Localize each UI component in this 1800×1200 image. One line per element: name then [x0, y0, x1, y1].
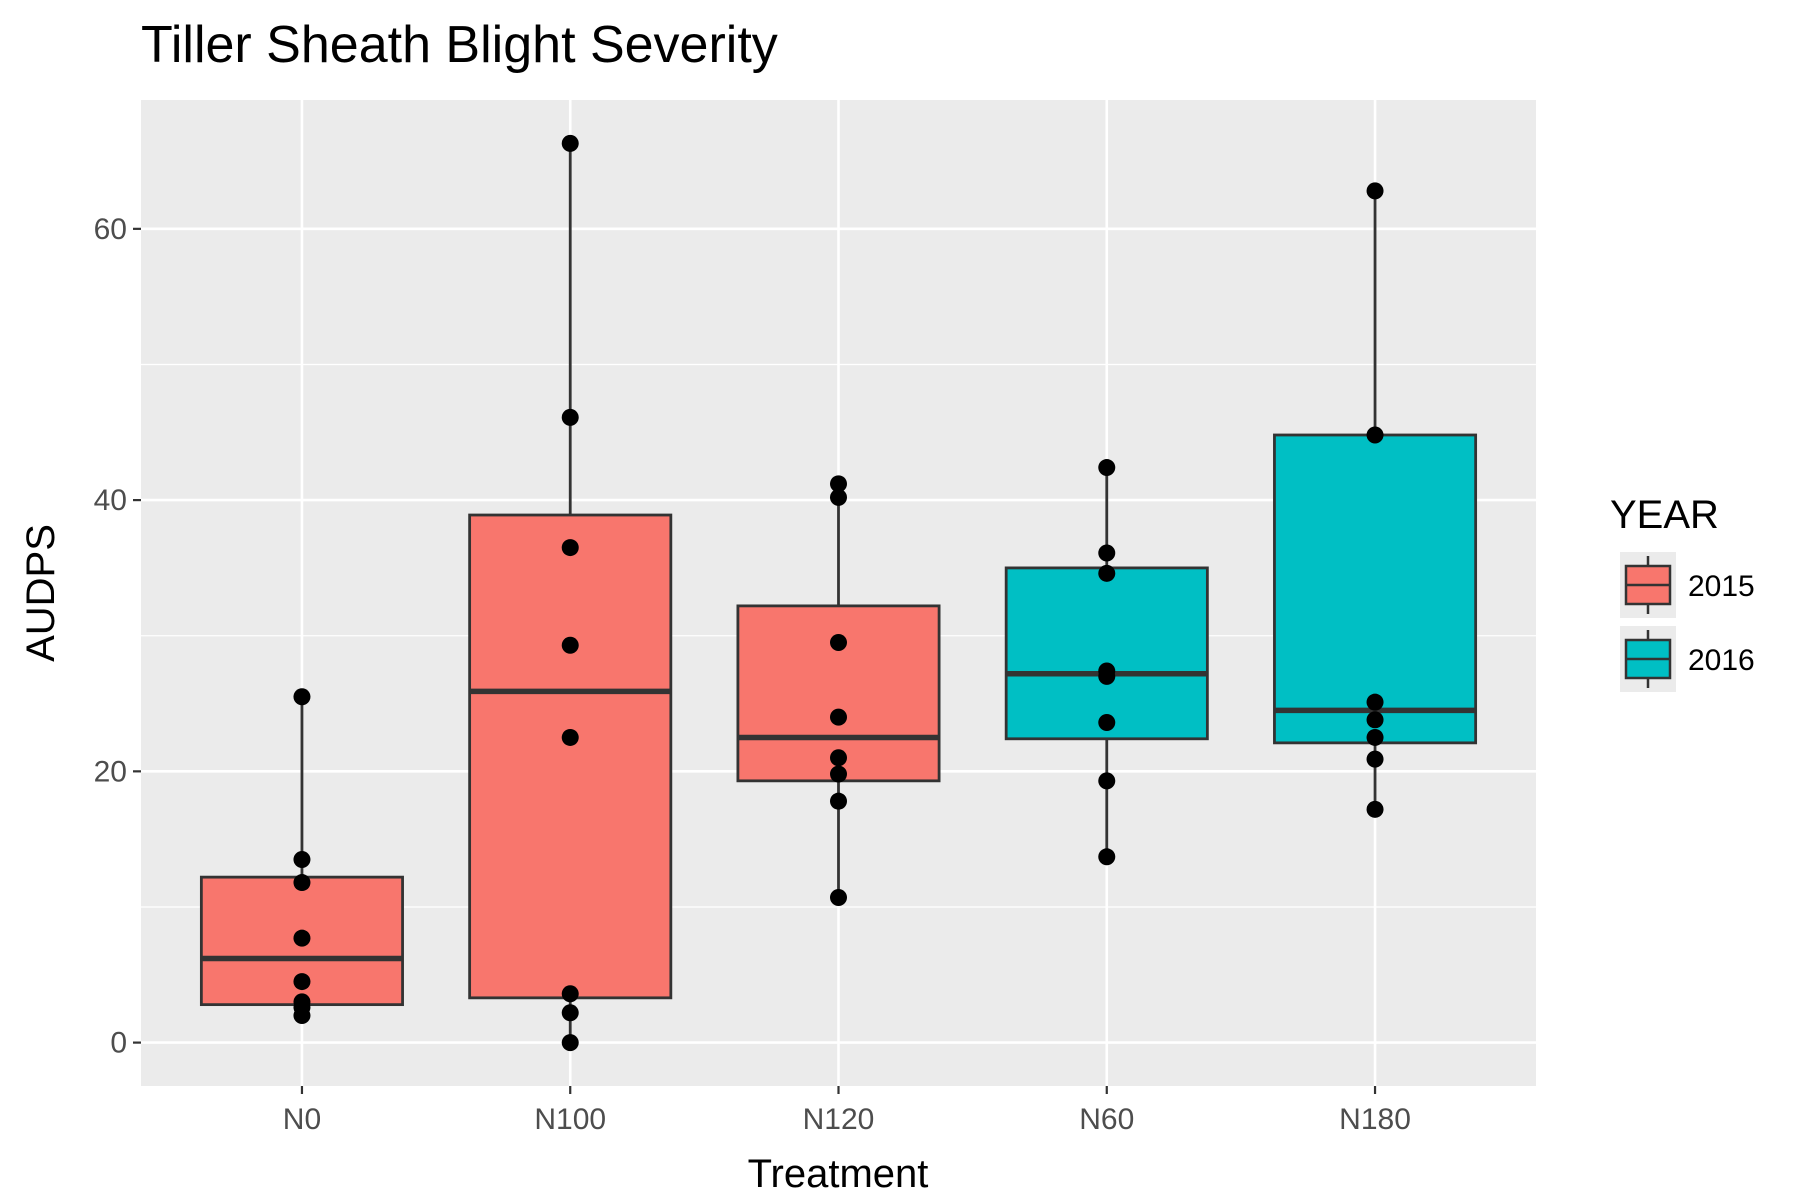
data-point: [1366, 750, 1384, 768]
x-tick-label: N120: [803, 1103, 875, 1136]
data-point: [830, 475, 847, 493]
data-point: [561, 728, 579, 746]
data-point: [830, 488, 847, 506]
data-point: [830, 765, 847, 783]
data-point: [561, 1004, 579, 1022]
y-tick-label: 0: [110, 1027, 127, 1060]
x-axis-title: Treatment: [748, 1152, 929, 1196]
y-tick-label: 20: [94, 755, 127, 788]
data-point: [561, 636, 579, 654]
data-point: [293, 1006, 311, 1024]
data-point: [1098, 772, 1116, 790]
data-point: [830, 708, 847, 726]
x-axis: N0 N100 N120 N60 N180: [283, 1086, 1411, 1136]
data-point: [1098, 544, 1116, 562]
data-point: [1098, 714, 1116, 732]
data-point: [561, 134, 579, 152]
data-point: [561, 985, 579, 1003]
y-tick-label: 60: [94, 213, 127, 246]
data-point: [1366, 182, 1384, 200]
data-point: [1098, 564, 1116, 582]
x-tick-label: N100: [534, 1103, 606, 1136]
data-point: [1366, 426, 1384, 444]
data-point: [293, 851, 311, 869]
data-point: [1366, 800, 1384, 818]
data-point: [561, 1034, 579, 1052]
x-tick-label: N60: [1079, 1103, 1134, 1136]
data-point: [830, 888, 847, 906]
data-point: [561, 408, 579, 426]
data-point: [830, 792, 847, 810]
y-axis-title: AUDPS: [19, 524, 63, 662]
y-axis: 0 20 40 60: [94, 213, 141, 1060]
data-point: [293, 874, 311, 892]
data-point: [293, 973, 311, 991]
x-tick-label: N180: [1339, 1103, 1411, 1136]
boxes-layer: [199, 143, 1478, 1043]
data-point: [1098, 667, 1116, 685]
data-point: [1098, 459, 1116, 477]
points-layer: [293, 134, 1384, 1052]
data-point: [1366, 711, 1384, 729]
box-N60: [1004, 566, 1209, 741]
data-point: [1098, 848, 1116, 866]
data-point: [1366, 728, 1384, 746]
data-point: [293, 688, 311, 706]
data-point: [830, 634, 847, 652]
legend-label-2015: 2015: [1688, 570, 1755, 603]
x-tick-label: N0: [283, 1103, 321, 1136]
box-N100: [468, 513, 673, 1000]
data-point: [293, 929, 311, 947]
y-tick-label: 40: [94, 484, 127, 517]
data-point: [1366, 693, 1384, 711]
legend-title: YEAR: [1610, 493, 1719, 537]
legend-label-2016: 2016: [1688, 644, 1755, 677]
data-point: [830, 749, 847, 767]
chart-title: Tiller Sheath Blight Severity: [141, 16, 778, 74]
data-point: [561, 539, 579, 557]
legend: YEAR 2015 2016: [1610, 493, 1755, 692]
